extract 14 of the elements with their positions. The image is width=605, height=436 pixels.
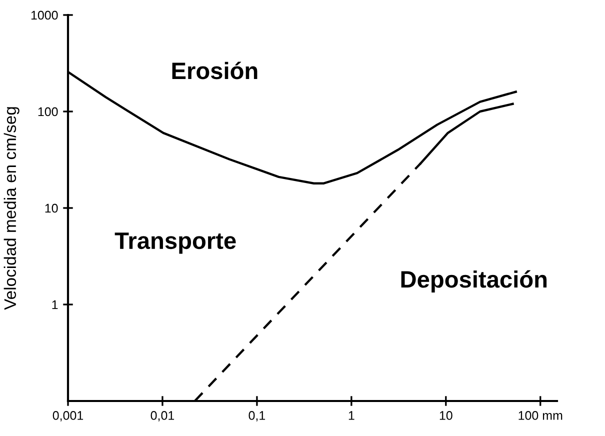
y-tick-label: 1 bbox=[52, 300, 58, 310]
annotation: Transporte bbox=[114, 232, 236, 254]
x-tick-label: 10 bbox=[440, 411, 452, 420]
y-axis-title: Velocidad media en cm/seg bbox=[4, 107, 20, 310]
annotation: Depositación bbox=[401, 270, 547, 292]
x-tick-label: 0,001 bbox=[52, 411, 84, 422]
x-tick-label: 1 bbox=[348, 411, 354, 420]
y-tick-label: 10 bbox=[45, 204, 58, 213]
y-tick-label: 1000 bbox=[31, 10, 58, 20]
x-tick-label: 100 mm bbox=[518, 411, 562, 420]
annotation: Erosión bbox=[172, 62, 258, 80]
x-tick-label: 0,01 bbox=[150, 411, 174, 422]
y-tick-label: 100 bbox=[38, 107, 58, 116]
x-tick-label: 0,1 bbox=[248, 411, 266, 422]
